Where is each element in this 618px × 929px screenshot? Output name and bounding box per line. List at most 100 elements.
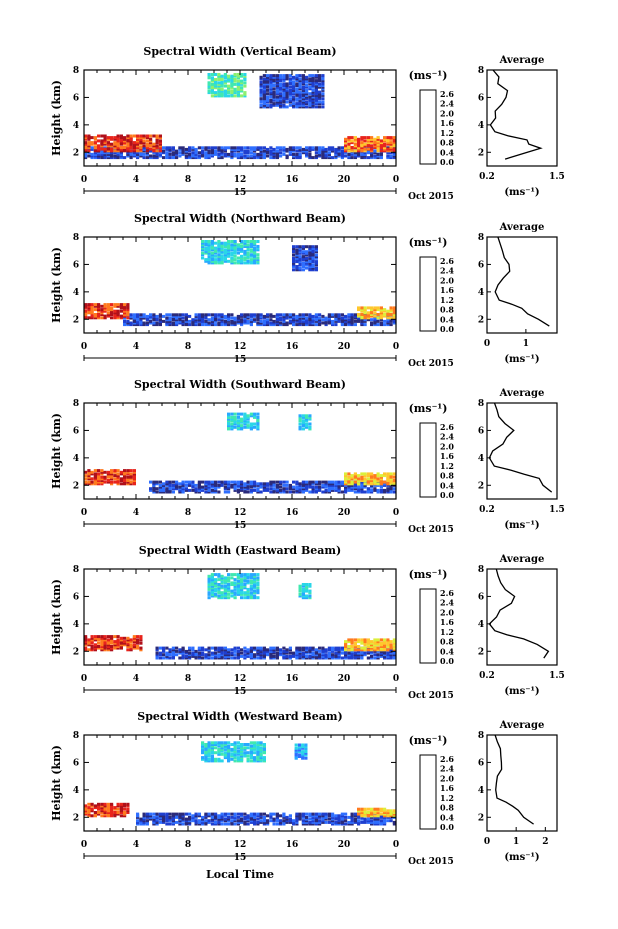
heatmap-cell	[207, 574, 211, 578]
heatmap-cell	[204, 757, 208, 761]
heatmap-cell	[149, 815, 153, 819]
heatmap-cell	[223, 149, 227, 153]
heatmap-cell	[240, 149, 244, 153]
heatmap-cell	[357, 488, 361, 492]
heatmap-cell	[259, 147, 263, 151]
heatmap-cell	[223, 589, 227, 593]
heatmap-cell	[233, 756, 237, 760]
heatmap-cell	[240, 591, 244, 595]
heatmap-cell	[353, 643, 357, 647]
heatmap-cell	[240, 488, 244, 492]
heatmap-cell	[279, 814, 283, 818]
heatmap-cell	[269, 77, 273, 81]
heatmap-cell	[298, 427, 302, 431]
heatmap-cell	[327, 812, 331, 816]
heatmap-cell	[256, 147, 260, 151]
heatmap-cell	[389, 645, 393, 648]
heatmap-cell	[132, 474, 136, 478]
heatmap-cell	[207, 751, 211, 755]
heatmap-cell	[321, 149, 325, 153]
heatmap-cell	[158, 136, 162, 140]
heatmap-cell	[103, 802, 107, 806]
heatmap-cell	[370, 651, 374, 655]
heatmap-cell	[119, 154, 123, 158]
heatmap-cell	[275, 90, 279, 94]
heatmap-cell	[357, 640, 361, 644]
heatmap-cell	[256, 744, 260, 748]
heatmap-cell	[230, 573, 234, 577]
heatmap-cell	[110, 474, 114, 478]
heatmap-cell	[210, 814, 214, 818]
heatmap-cell	[249, 254, 253, 258]
heatmap-cell	[269, 656, 273, 660]
heatmap-cell	[262, 323, 266, 327]
heatmap-cell	[340, 820, 344, 824]
heatmap-cell	[214, 490, 218, 494]
heatmap-cell	[197, 490, 201, 494]
heatmap-cell	[168, 817, 172, 821]
heatmap-cell	[191, 483, 195, 487]
heatmap-cell	[285, 321, 289, 325]
heatmap-cell	[223, 596, 227, 600]
heatmap-cell	[116, 137, 120, 141]
heatmap-cell	[162, 319, 166, 323]
heatmap-cell	[204, 746, 208, 750]
heatmap-cell	[288, 147, 292, 151]
heatmap-cell	[243, 752, 247, 756]
heatmap-cell	[259, 151, 263, 155]
heatmap-cell	[188, 314, 192, 318]
heatmap-cell	[324, 656, 328, 660]
heatmap-cell	[383, 144, 387, 148]
heatmap-cell	[370, 483, 374, 487]
heatmap-cell	[214, 583, 218, 586]
heatmap-cell	[305, 656, 309, 660]
heatmap-cell	[103, 636, 107, 640]
heatmap-cell	[318, 85, 322, 89]
heatmap-cell	[386, 653, 390, 657]
heatmap-cell	[314, 318, 318, 322]
heatmap-cell	[97, 645, 101, 648]
heatmap-cell	[217, 656, 221, 660]
heatmap-cell	[363, 474, 367, 478]
heatmap-cell	[292, 651, 296, 655]
heatmap-cell	[223, 576, 227, 580]
x-tick-label: 12	[234, 674, 247, 684]
heatmap-cell	[327, 480, 331, 484]
heatmap-cell	[295, 245, 299, 249]
heatmap-cell	[373, 311, 377, 315]
heatmap-cell	[233, 815, 237, 819]
heatmap-cell	[227, 756, 231, 760]
heatmap-cell	[350, 477, 354, 481]
heatmap-cell	[360, 653, 364, 657]
heatmap-cell	[301, 250, 305, 254]
heatmap-cell	[314, 97, 318, 101]
heatmap-cell	[327, 654, 331, 658]
heatmap-cell	[266, 653, 270, 657]
heatmap-cell	[132, 142, 136, 146]
heatmap-cell	[123, 323, 127, 327]
heatmap-cell	[376, 144, 380, 148]
heatmap-cell	[324, 820, 328, 824]
heatmap-cell	[347, 313, 351, 317]
heatmap-cell	[103, 809, 107, 813]
heatmap-cell	[210, 480, 214, 484]
heatmap-cell	[243, 425, 247, 429]
heatmap-cell	[301, 480, 305, 484]
heatmap-cell	[392, 645, 396, 648]
heatmap-cell	[314, 649, 318, 653]
heatmap-cell	[129, 640, 133, 644]
heatmap-cell	[275, 653, 279, 657]
heatmap-cell	[269, 74, 273, 78]
heatmap-cell	[233, 79, 237, 83]
heatmap-cell	[327, 820, 331, 824]
heatmap-cell	[249, 752, 253, 756]
heatmap-cell	[220, 648, 224, 652]
heatmap-cell	[220, 596, 224, 600]
heatmap-cell	[188, 817, 192, 821]
heatmap-cell	[285, 97, 289, 101]
heatmap-cell	[305, 819, 309, 823]
heatmap-cell	[197, 482, 201, 486]
heatmap-cell	[301, 814, 305, 818]
heatmap-cell	[145, 814, 149, 818]
heatmap-cell	[379, 156, 383, 160]
